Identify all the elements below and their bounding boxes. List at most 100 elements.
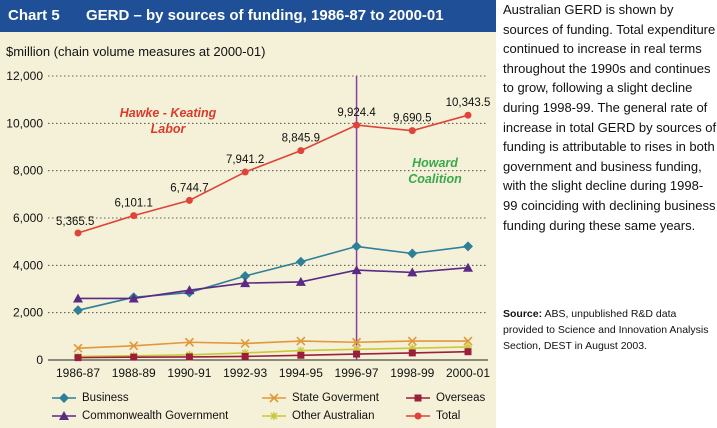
source-note: Source: ABS, unpublished R&D data provid… [503, 306, 717, 354]
legend-item-overseas: Overseas [406, 392, 485, 404]
data-point-commonwealth-government [73, 293, 83, 303]
y-tick-label: 6,000 [13, 211, 43, 225]
series-line-other-australian [77, 346, 469, 358]
data-point-overseas [74, 354, 82, 362]
data-point-overseas [185, 353, 193, 361]
data-point-business [73, 305, 83, 316]
data-point-business [463, 241, 473, 252]
labor-annotation-line1: Hawke - Keating [120, 106, 217, 120]
legend: Business Commonwealth Government State Gov… [0, 390, 496, 428]
series-line-commonwealth-government [78, 266, 469, 300]
line-chart: 0 2,000 4,000 6,000 8,000 10,000 12,000 1986-87… [6, 69, 491, 380]
data-point-state-goverment [407, 336, 417, 346]
x-tick-label: 1990-91 [167, 366, 211, 380]
data-point-commonwealth-government [407, 267, 418, 277]
legend-label: Total [436, 410, 461, 422]
data-point-commonwealth-government [128, 293, 139, 303]
x-tick-label: 1986-87 [56, 366, 100, 380]
legend-label: Business [82, 392, 129, 404]
x-tick-label: 1992-93 [223, 366, 267, 380]
y-tick-label: 0 [36, 353, 43, 367]
source-text: ABS, unpublished R&D data provided to Sc… [503, 308, 709, 352]
y-tick-label: 12,000 [6, 69, 43, 83]
description-text: Australian GERD is shown by sources of f… [503, 2, 717, 233]
legend-item-commonwealth-government: Commonwealth Government [52, 410, 228, 422]
data-point-other-australian [241, 348, 250, 357]
data-point-total [241, 168, 249, 176]
data-point-total [464, 111, 472, 119]
data-point-total [130, 212, 138, 220]
legend-item-other-australian: Other Australian [262, 410, 374, 422]
labor-annotation-line2: Labor [151, 122, 187, 136]
legend-label: Commonwealth Government [82, 410, 229, 422]
y-tick-label: 4,000 [13, 258, 43, 272]
data-point-other-australian [408, 344, 417, 353]
data-label-total: 6,101.1 [115, 198, 153, 210]
legend-label: State Goverment [292, 392, 379, 404]
legend-swatch-business [52, 393, 76, 403]
series-line-overseas [77, 350, 469, 359]
legend-swatch-commonwealth-government [52, 411, 76, 420]
legend-swatch-state-goverment [262, 393, 286, 403]
data-point-commonwealth-government [463, 262, 473, 272]
source-label: Source: [503, 308, 543, 320]
data-point-state-goverment [352, 337, 362, 347]
data-point-other-australian [296, 346, 305, 355]
y-axis-label: $million (chain volume measures at 2000-… [6, 44, 266, 59]
data-point-total [74, 229, 82, 237]
data-point-overseas [353, 350, 361, 358]
legend-item-total: Total [406, 410, 460, 422]
data-point-overseas [241, 352, 249, 360]
legend-swatch-other-australian [262, 412, 286, 420]
data-label-total: 8,845.9 [282, 133, 320, 145]
data-point-commonwealth-government [184, 285, 195, 295]
x-tick-label: 2000-01 [446, 366, 490, 380]
data-point-state-goverment [129, 341, 139, 351]
data-label-total: 10,343.5 [446, 97, 491, 109]
coalition-annotation-line1: Howard [412, 156, 458, 170]
data-point-other-australian [352, 345, 361, 354]
legend-label: Other Australian [292, 410, 375, 422]
data-point-state-goverment [240, 338, 250, 348]
data-point-state-goverment [73, 343, 83, 353]
data-point-commonwealth-government [240, 278, 251, 288]
legend-swatch-total [406, 412, 430, 420]
legend-item-state-goverment: State Goverment [262, 392, 379, 404]
y-tick-label: 2,000 [13, 306, 43, 320]
data-label-total: 9,690.5 [393, 113, 431, 125]
chart-title: GERD – by sources of funding, 1986-87 to… [86, 7, 444, 24]
data-point-business [240, 270, 251, 281]
coalition-annotation-line2: Coalition [408, 172, 462, 186]
x-tick-label: 1988-89 [112, 366, 156, 380]
data-point-total [297, 147, 305, 155]
x-tick-label: 1998-99 [390, 366, 434, 380]
series-line-state-goverment [77, 340, 468, 349]
data-point-overseas [297, 351, 305, 359]
chart-number: Chart 5 [8, 7, 60, 24]
data-point-overseas [130, 353, 138, 361]
data-point-business [295, 256, 306, 267]
x-tick-label: 1996-97 [335, 366, 379, 380]
y-tick-label: 8,000 [13, 164, 43, 178]
y-tick-label: 10,000 [6, 116, 43, 130]
legend-swatch-overseas [406, 394, 430, 402]
data-point-state-goverment [296, 336, 306, 346]
data-point-total [185, 196, 193, 204]
x-tick-label: 1994-95 [279, 366, 323, 380]
data-label-total: 7,941.2 [226, 154, 264, 166]
legend-item-business: Business [52, 392, 129, 404]
data-label-total: 9,924.4 [337, 107, 376, 119]
data-point-commonwealth-government [351, 265, 362, 275]
series-line-total [77, 114, 469, 234]
data-point-overseas [464, 348, 472, 356]
chart-header: Chart 5 GERD – by sources of funding, 19… [0, 0, 496, 32]
data-point-business [407, 248, 418, 259]
data-point-commonwealth-government [295, 276, 306, 286]
data-point-business [351, 241, 362, 252]
data-label-total: 6,744.7 [170, 182, 208, 194]
data-point-state-goverment [184, 337, 194, 347]
legend-label: Overseas [436, 392, 486, 404]
data-point-total [353, 121, 361, 129]
data-point-overseas [408, 349, 416, 357]
data-point-other-australian [464, 342, 472, 351]
